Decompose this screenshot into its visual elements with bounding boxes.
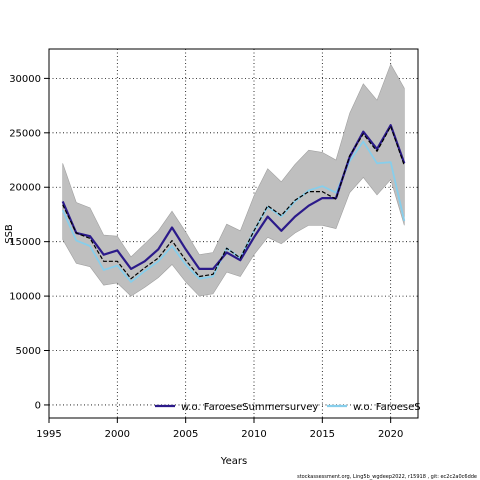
y-tick-label: 15000 (9, 237, 41, 248)
x-tick-label: 2000 (105, 429, 130, 440)
y-axis-title: SSB (4, 224, 15, 244)
x-tick-label: 2010 (241, 429, 266, 440)
legend: w.o. FaroeseSummersurvey w.o. FaroeseS (155, 402, 421, 413)
y-tick-label: 5000 (16, 346, 41, 357)
confidence-band (62, 63, 405, 297)
y-tick-label: 25000 (9, 128, 41, 139)
legend-label-other: w.o. FaroeseS (353, 402, 421, 413)
x-tick-label: 1995 (36, 429, 61, 440)
series-line-base (62, 125, 405, 280)
confidence-band-layer (62, 63, 405, 297)
footer-credit: stockassessment.org, Ling5b_wgdeep2022, … (297, 474, 477, 480)
x-axis-title: Years (220, 456, 247, 467)
y-tick-label: 10000 (9, 292, 41, 303)
x-tick-label: 2005 (173, 429, 198, 440)
plot-frame (48, 48, 419, 419)
y-tick-label: 0 (35, 400, 41, 411)
y-tick-label: 20000 (9, 183, 41, 194)
series-line-summer (61, 124, 406, 270)
y-tick-label: 30000 (9, 74, 41, 85)
legend-label-summer: w.o. FaroeseSummersurvey (181, 402, 318, 413)
x-tick-label: 2015 (310, 429, 335, 440)
axes: 1995 2000 2005 2010 2015 2020 0 5000 10000 15000 2… (9, 74, 403, 440)
x-tick-label: 2020 (378, 429, 403, 440)
series-lines-layer (61, 124, 406, 283)
